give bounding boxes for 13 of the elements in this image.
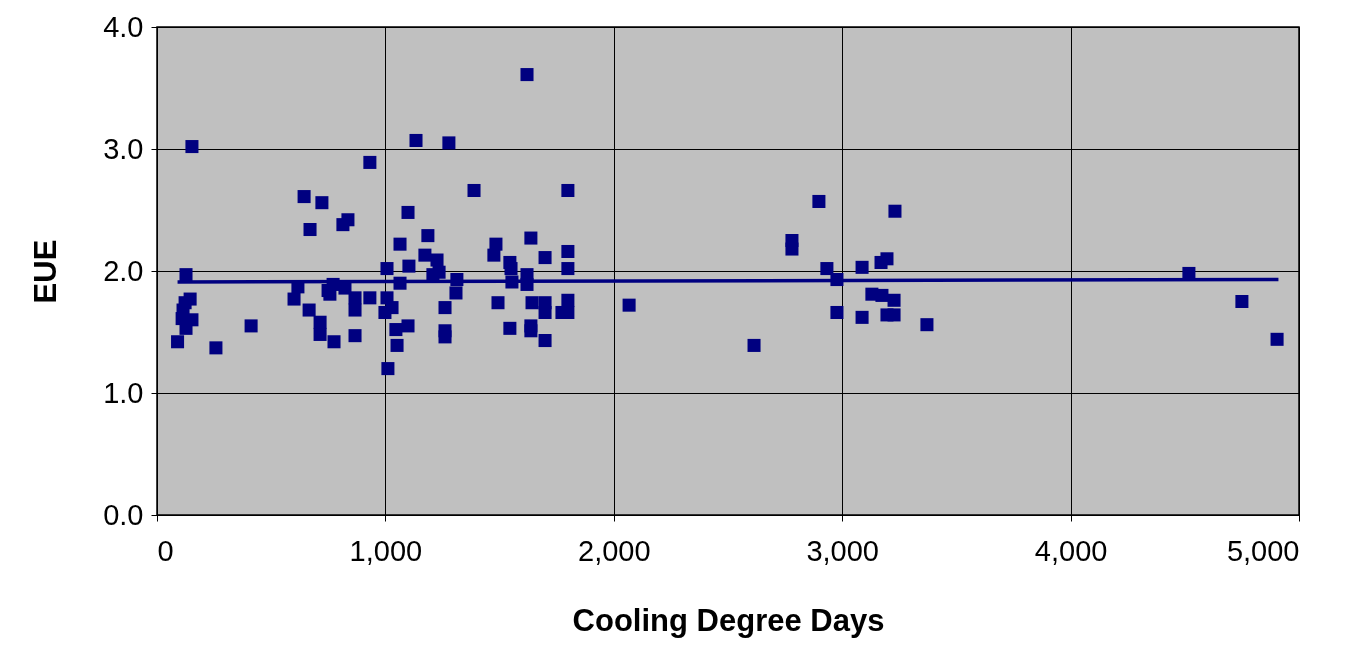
y-tick-label: 0.0 — [103, 498, 144, 531]
x-tick-label: 1,000 — [349, 534, 423, 567]
y-axis-title: EUE — [28, 239, 64, 304]
x-tick-label: 2,000 — [578, 534, 651, 567]
x-axis-title: Cooling Degree Days — [572, 602, 885, 638]
y-tick-label: 2.0 — [103, 254, 144, 287]
x-tick-label: 4,000 — [1034, 534, 1108, 567]
y-tick-label: 1.0 — [103, 376, 144, 409]
y-tick-label: 3.0 — [103, 132, 144, 165]
x-tick-label: 5,000 — [1226, 534, 1300, 567]
x-tick-label: 3,000 — [806, 534, 879, 567]
y-tick-label: 4.0 — [103, 10, 144, 43]
x-tick-label: 0 — [157, 534, 174, 567]
